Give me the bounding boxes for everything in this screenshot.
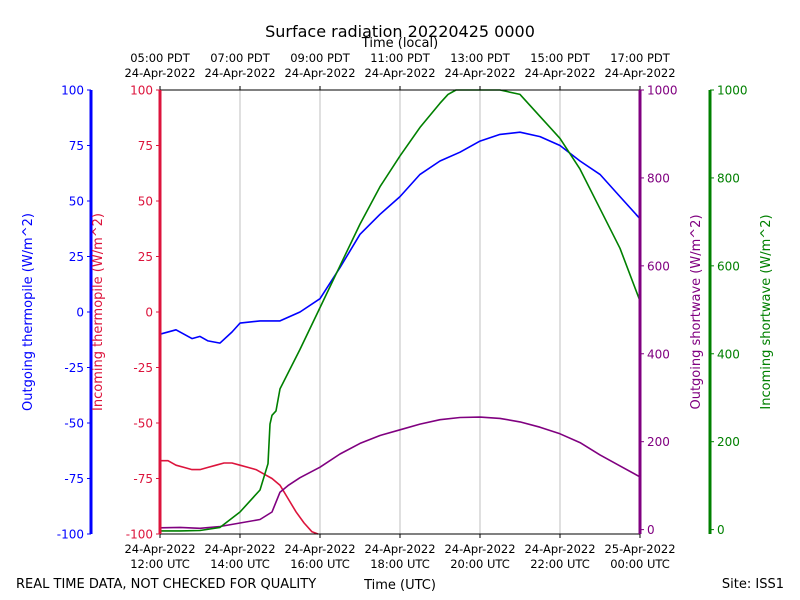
chart-title: Surface radiation 20220425 0000 xyxy=(265,22,535,41)
top-tick-label-date: 24-Apr-2022 xyxy=(124,66,195,80)
series-line-outgoing-thermopile xyxy=(159,131,641,344)
y-tick-label: 50 xyxy=(69,195,84,209)
x-tick-label-time: 18:00 UTC xyxy=(370,557,430,571)
y-tick-label: 25 xyxy=(69,250,84,264)
series-lines xyxy=(159,89,641,535)
y-tick-label: -25 xyxy=(133,361,153,375)
y-tick-label: 600 xyxy=(647,259,670,273)
x-tick-label-date: 24-Apr-2022 xyxy=(284,542,355,556)
top-tick-label-time: 15:00 PDT xyxy=(530,51,591,65)
x-tick-label-time: 00:00 UTC xyxy=(610,557,670,571)
x-tick-label-time: 16:00 UTC xyxy=(290,557,350,571)
y-tick-label: 800 xyxy=(717,171,740,185)
y-tick-label: 0 xyxy=(145,306,153,320)
y-tick-label: 25 xyxy=(138,250,153,264)
top-tick-label-time: 05:00 PDT xyxy=(130,51,191,65)
x-tick-label-time: 20:00 UTC xyxy=(450,557,510,571)
y-tick-label: -50 xyxy=(64,417,84,431)
y-tick-label: 100 xyxy=(61,84,84,98)
y-tick-label: 400 xyxy=(647,347,670,361)
y-tick-label: -75 xyxy=(64,472,84,486)
y-axis-label-incoming-thermopile-w-m-2: Incoming thermopile (W/m^2) xyxy=(91,213,106,411)
top-tick-label-time: 11:00 PDT xyxy=(370,51,431,65)
top-tick-label-date: 24-Apr-2022 xyxy=(524,66,595,80)
top-axis-label: Time (local) xyxy=(361,36,438,51)
y-tick-label: 200 xyxy=(717,435,740,449)
y-axis-label-outgoing-thermopile-w-m-2: Outgoing thermopile (W/m^2) xyxy=(21,213,36,411)
y-tick-label: 0 xyxy=(76,306,84,320)
top-tick-label-date: 24-Apr-2022 xyxy=(444,66,515,80)
y-tick-label: 800 xyxy=(647,171,670,185)
x-tick-label-time: 14:00 UTC xyxy=(210,557,270,571)
series-line-incoming-thermopile xyxy=(160,459,319,535)
y-tick-label: -25 xyxy=(64,361,84,375)
top-tick-label-date: 24-Apr-2022 xyxy=(284,66,355,80)
y-tick-label: 0 xyxy=(647,523,655,537)
y-tick-label: 1000 xyxy=(647,84,678,98)
top-tick-label-time: 17:00 PDT xyxy=(610,51,671,65)
y-tick-label: 1000 xyxy=(717,84,748,98)
top-tick-label-time: 07:00 PDT xyxy=(210,51,271,65)
x-axis-label: Time (UTC) xyxy=(363,578,436,593)
y-tick-label: -50 xyxy=(133,417,153,431)
y-tick-label: 75 xyxy=(138,139,153,153)
x-tick-label-date: 24-Apr-2022 xyxy=(444,542,515,556)
x-tick-label-date: 25-Apr-2022 xyxy=(604,542,675,556)
y-tick-label: 0 xyxy=(717,523,725,537)
y-tick-label: 100 xyxy=(130,84,153,98)
y-tick-label: -75 xyxy=(133,472,153,486)
top-tick-label-date: 24-Apr-2022 xyxy=(604,66,675,80)
y-tick-label: 50 xyxy=(138,195,153,209)
series-line-incoming-shortwave xyxy=(160,89,641,532)
y-tick-label: -100 xyxy=(126,528,153,542)
x-tick-label-date: 24-Apr-2022 xyxy=(524,542,595,556)
footer-quality-note: REAL TIME DATA, NOT CHECKED FOR QUALITY xyxy=(16,577,316,592)
y-tick-label: 75 xyxy=(69,139,84,153)
y-axis-label-incoming-shortwave-w-m-2: Incoming shortwave (W/m^2) xyxy=(759,214,774,409)
x-tick-label-date: 24-Apr-2022 xyxy=(204,542,275,556)
y-tick-label: 200 xyxy=(647,435,670,449)
y-tick-label: -100 xyxy=(57,528,84,542)
x-tick-label-date: 24-Apr-2022 xyxy=(364,542,435,556)
top-tick-label-date: 24-Apr-2022 xyxy=(204,66,275,80)
y-tick-label: 600 xyxy=(717,259,740,273)
grid-lines xyxy=(239,90,561,534)
y-axis-label-outgoing-shortwave-w-m-2: Outgoing shortwave (W/m^2) xyxy=(689,214,704,409)
x-tick-label-date: 24-Apr-2022 xyxy=(124,542,195,556)
x-tick-label-time: 12:00 UTC xyxy=(130,557,190,571)
footer-site: Site: ISS1 xyxy=(722,577,784,592)
series-line-outgoing-shortwave xyxy=(159,416,641,530)
top-tick-label-time: 09:00 PDT xyxy=(290,51,351,65)
x-tick-label-time: 22:00 UTC xyxy=(530,557,590,571)
top-tick-label-time: 13:00 PDT xyxy=(450,51,511,65)
y-tick-label: 400 xyxy=(717,347,740,361)
top-tick-label-date: 24-Apr-2022 xyxy=(364,66,435,80)
